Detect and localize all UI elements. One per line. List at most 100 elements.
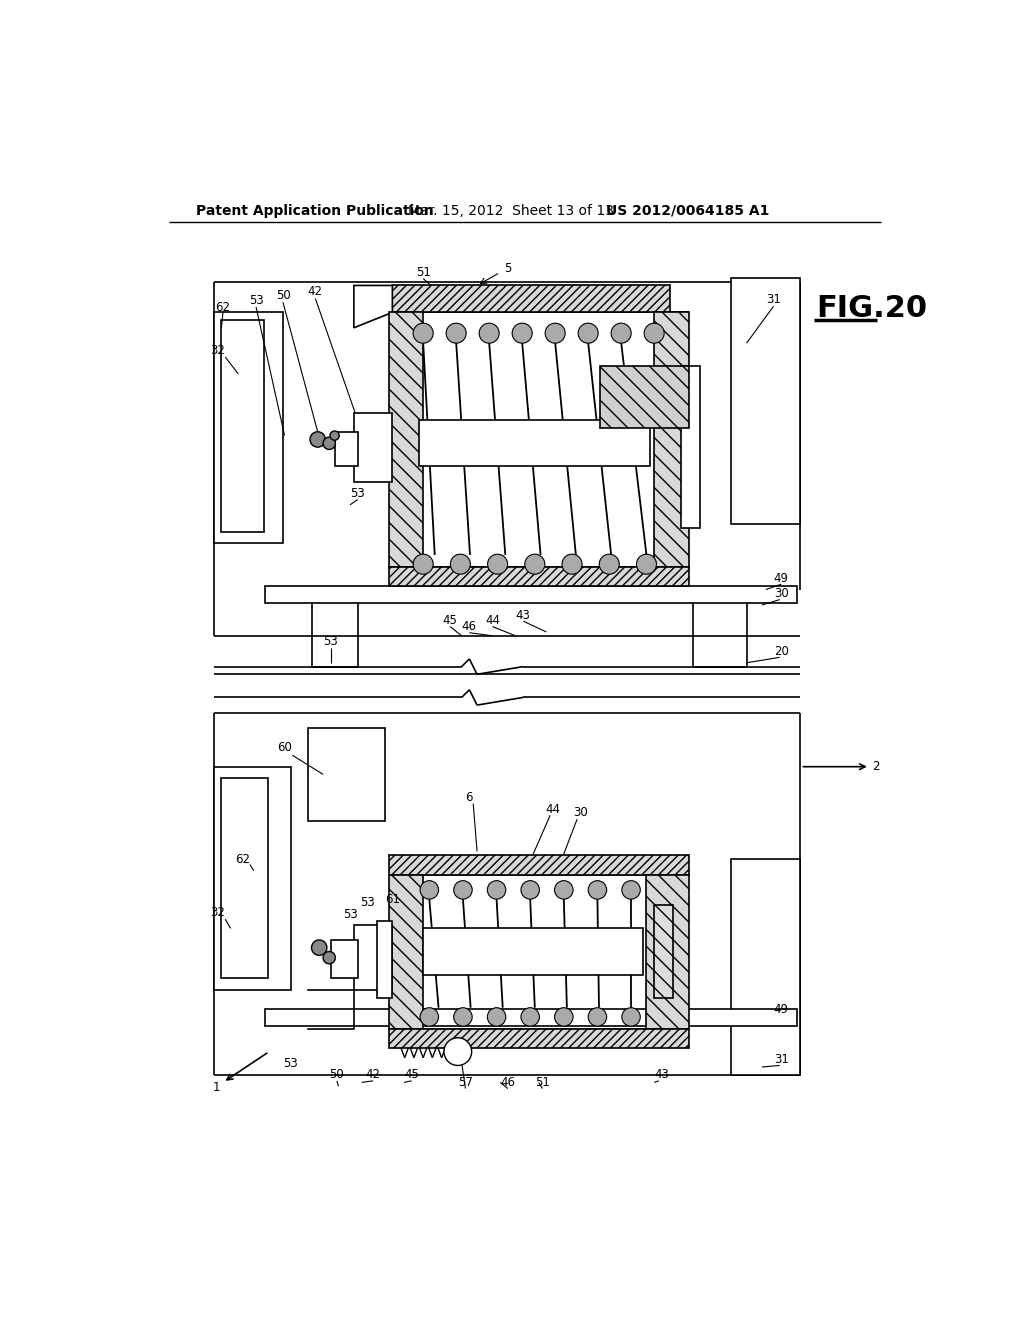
- Text: 1: 1: [213, 1081, 220, 1094]
- Circle shape: [555, 1007, 573, 1026]
- Bar: [423, 928, 643, 974]
- Bar: [265, 586, 797, 603]
- Circle shape: [562, 554, 582, 574]
- Text: 32: 32: [210, 345, 225, 358]
- Text: 53: 53: [324, 635, 338, 648]
- Circle shape: [330, 432, 339, 441]
- Bar: [392, 285, 670, 313]
- Polygon shape: [354, 285, 392, 327]
- Text: 31: 31: [766, 293, 781, 306]
- Bar: [221, 779, 267, 978]
- Text: 46: 46: [501, 1076, 515, 1089]
- Text: 30: 30: [573, 807, 589, 820]
- Circle shape: [588, 1007, 606, 1026]
- Circle shape: [622, 1007, 640, 1026]
- Text: 45: 45: [442, 614, 458, 627]
- Text: 42: 42: [366, 1068, 381, 1081]
- Circle shape: [310, 432, 326, 447]
- Circle shape: [444, 1038, 472, 1065]
- Text: 49: 49: [774, 1003, 788, 1016]
- Text: 53: 53: [284, 1056, 298, 1069]
- Text: 44: 44: [485, 614, 500, 627]
- Circle shape: [323, 952, 336, 964]
- Bar: [307, 729, 385, 821]
- Circle shape: [524, 554, 545, 574]
- Text: 51: 51: [416, 265, 431, 279]
- Text: 43: 43: [516, 609, 530, 622]
- Circle shape: [579, 323, 598, 343]
- Text: 53: 53: [360, 896, 375, 908]
- Bar: [214, 767, 291, 990]
- Circle shape: [420, 880, 438, 899]
- Circle shape: [512, 323, 532, 343]
- Text: 5: 5: [504, 261, 512, 275]
- Circle shape: [413, 323, 433, 343]
- Bar: [419, 420, 650, 466]
- Text: 6: 6: [466, 791, 473, 804]
- Circle shape: [451, 554, 470, 574]
- Text: FIG.20: FIG.20: [816, 294, 927, 323]
- Circle shape: [555, 880, 573, 899]
- Circle shape: [487, 1007, 506, 1026]
- Text: 42: 42: [308, 285, 323, 298]
- Text: 51: 51: [536, 1076, 550, 1089]
- Text: 62: 62: [234, 853, 250, 866]
- Bar: [388, 1028, 689, 1048]
- Circle shape: [644, 323, 665, 343]
- Circle shape: [521, 880, 540, 899]
- Circle shape: [413, 554, 433, 574]
- Text: 49: 49: [774, 572, 788, 585]
- Text: 57: 57: [458, 1076, 473, 1089]
- Circle shape: [323, 437, 336, 450]
- Text: 53: 53: [343, 908, 357, 921]
- Bar: [214, 313, 283, 544]
- Text: 50: 50: [275, 289, 291, 302]
- Text: 62: 62: [215, 301, 230, 314]
- Circle shape: [454, 880, 472, 899]
- Text: 30: 30: [774, 587, 788, 601]
- Bar: [388, 874, 423, 1028]
- Circle shape: [454, 1007, 472, 1026]
- Circle shape: [521, 1007, 540, 1026]
- Text: 60: 60: [278, 741, 292, 754]
- Text: 43: 43: [654, 1068, 670, 1081]
- Circle shape: [479, 323, 499, 343]
- Text: US 2012/0064185 A1: US 2012/0064185 A1: [605, 203, 769, 218]
- Bar: [654, 313, 689, 566]
- Text: 20: 20: [774, 644, 788, 657]
- Bar: [354, 413, 392, 482]
- Bar: [646, 874, 689, 1028]
- Circle shape: [311, 940, 327, 956]
- Circle shape: [599, 554, 620, 574]
- Bar: [377, 921, 392, 998]
- Text: 44: 44: [545, 803, 560, 816]
- Circle shape: [611, 323, 631, 343]
- Bar: [388, 566, 689, 586]
- Text: 53: 53: [249, 293, 263, 306]
- Bar: [388, 313, 423, 566]
- Text: Mar. 15, 2012  Sheet 13 of 13: Mar. 15, 2012 Sheet 13 of 13: [408, 203, 613, 218]
- Circle shape: [545, 323, 565, 343]
- Text: 32: 32: [210, 907, 225, 920]
- Circle shape: [487, 554, 508, 574]
- Bar: [331, 940, 357, 978]
- Bar: [265, 1010, 797, 1026]
- Text: 53: 53: [350, 487, 366, 500]
- Bar: [731, 859, 801, 1074]
- Circle shape: [446, 323, 466, 343]
- Circle shape: [588, 880, 606, 899]
- Text: 50: 50: [330, 1068, 344, 1081]
- Text: Patent Application Publication: Patent Application Publication: [196, 203, 434, 218]
- Text: 45: 45: [404, 1068, 419, 1081]
- Bar: [221, 321, 264, 532]
- Circle shape: [622, 880, 640, 899]
- Bar: [654, 906, 674, 998]
- Text: 61: 61: [385, 894, 399, 907]
- Bar: [354, 924, 392, 990]
- Bar: [388, 855, 689, 875]
- Bar: [335, 432, 357, 466]
- Bar: [681, 366, 700, 528]
- Circle shape: [637, 554, 656, 574]
- Text: 46: 46: [462, 620, 477, 634]
- Circle shape: [420, 1007, 438, 1026]
